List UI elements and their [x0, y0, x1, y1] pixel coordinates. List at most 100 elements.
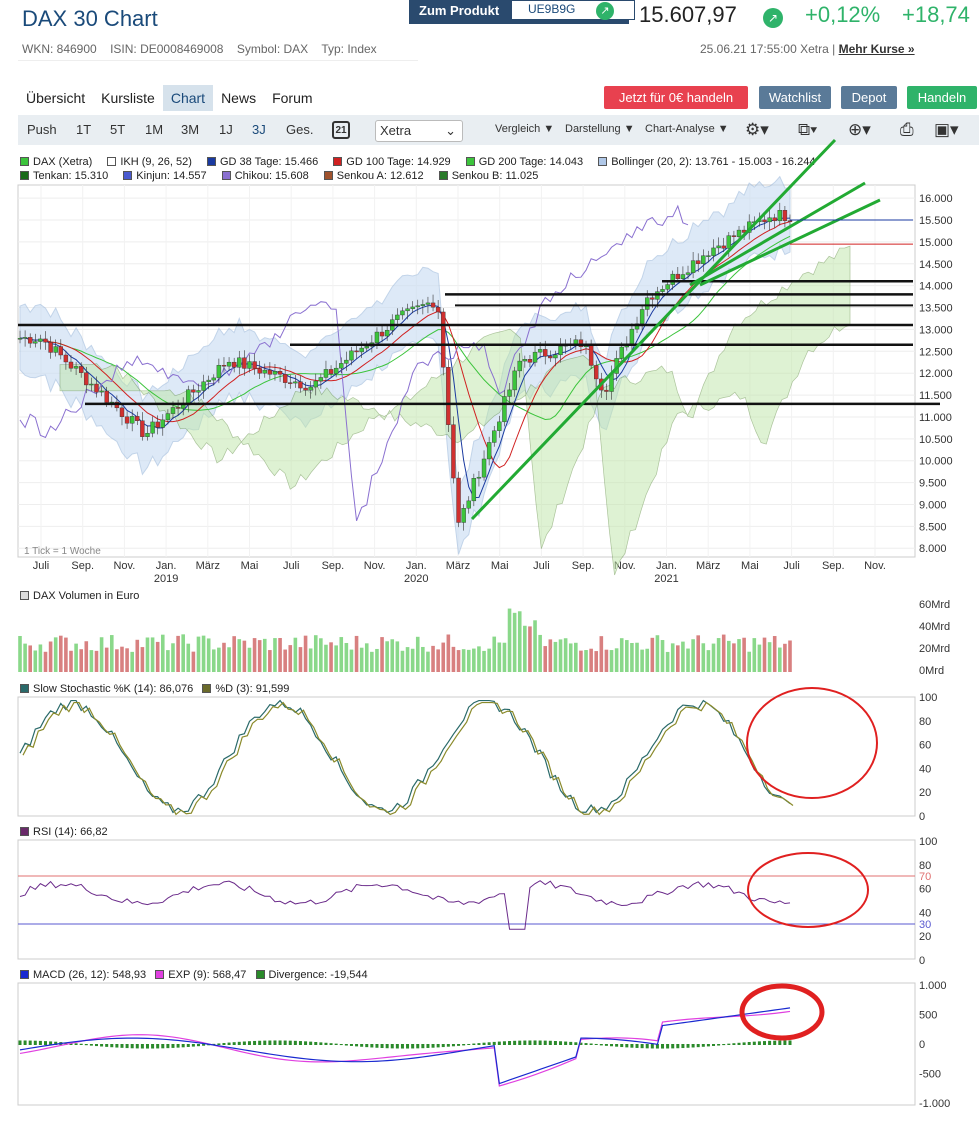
macd-divergence-bar [543, 1040, 547, 1045]
volume-bar [594, 651, 599, 672]
macd-divergence-bar [589, 1043, 593, 1045]
watchlist-button[interactable]: Watchlist [759, 86, 831, 109]
macd-divergence-bar [319, 1042, 323, 1045]
candle [277, 371, 283, 375]
candle [384, 330, 390, 337]
tab-chart[interactable]: Chart [162, 85, 214, 111]
y-tick-label: 11.000 [919, 412, 952, 424]
macd-divergence-bar [283, 1040, 287, 1045]
candle [58, 346, 63, 356]
volume-bar [150, 637, 155, 672]
legend-item: Tenkan: 15.310 [20, 170, 108, 182]
macd-divergence-bar [548, 1040, 552, 1045]
depot-button[interactable]: Depot [841, 86, 897, 109]
volume-bar [752, 638, 757, 672]
macd-divergence-bar [451, 1044, 455, 1047]
x-year-label: 2020 [404, 573, 428, 585]
tab-news[interactable]: News [221, 90, 257, 106]
chart-analyse-dropdown[interactable]: Chart-Analyse ▼ [645, 123, 729, 135]
period-3j[interactable]: 3J [252, 122, 266, 137]
zum-produkt-box[interactable]: Zum Produkt UE9B9G ↗ [409, 0, 635, 24]
arrow-up-right-icon: ↗ [763, 8, 783, 28]
candle [400, 310, 405, 316]
volume-bar [523, 625, 527, 672]
darstellung-dropdown[interactable]: Darstellung ▼ [565, 123, 635, 135]
volume-bar [18, 635, 22, 672]
candle [160, 419, 165, 428]
stoch-d-text: %D (3): 91,599 [215, 683, 290, 695]
macd-divergence-bar [416, 1044, 420, 1049]
period-1t[interactable]: 1T [76, 122, 92, 137]
period-3m[interactable]: 3M [181, 122, 200, 137]
product-code[interactable]: UE9B9G ↗ [511, 0, 635, 20]
macd-divergence-bar [334, 1043, 338, 1045]
period-1m[interactable]: 1M [145, 122, 164, 137]
volume-tick-label: 20Mrd [919, 643, 950, 655]
candle [456, 477, 461, 523]
legend-swatch [20, 827, 29, 836]
tab-forum[interactable]: Forum [272, 90, 313, 106]
chart-analyse-label[interactable]: Chart-Analyse [645, 123, 715, 135]
macd-divergence-bar [732, 1043, 736, 1045]
mehr-kurse-link[interactable]: Mehr Kurse » [838, 42, 915, 56]
gear-icon[interactable]: ⚙▾ [745, 120, 769, 139]
darstellung-label[interactable]: Darstellung [565, 123, 621, 135]
candle [395, 314, 400, 320]
volume-bar [385, 641, 389, 672]
legend-swatch [20, 684, 29, 693]
volume-bar [415, 636, 420, 672]
macd-divergence-bar [115, 1044, 119, 1048]
volume-tick-label: 60Mrd [919, 599, 950, 611]
zoom-icon[interactable]: ⊕▾ [848, 120, 871, 139]
period-5t[interactable]: 5T [110, 122, 126, 137]
volume-bar [262, 638, 267, 672]
macd-divergence-bar [273, 1040, 277, 1045]
vergleich-dropdown[interactable]: Vergleich ▼ [495, 123, 555, 135]
volume-bar [732, 643, 736, 672]
exchange-select[interactable]: Xetra ⌄ [375, 120, 463, 142]
period-ges[interactable]: Ges. [286, 122, 314, 137]
handeln-button[interactable]: Handeln [907, 86, 977, 109]
candle [303, 387, 308, 391]
candle [492, 430, 497, 443]
legend-swatch [221, 171, 231, 180]
volume-bar [405, 647, 410, 672]
zum-produkt-label[interactable]: Zum Produkt [419, 3, 500, 18]
macd-divergence-bar [691, 1044, 695, 1048]
legend-item: IKH (9, 26, 52) [107, 156, 192, 168]
volume-bar [278, 638, 282, 672]
candle [461, 508, 466, 523]
calendar-icon[interactable]: 21 [332, 121, 350, 139]
share-icon[interactable]: ⧉▾ [798, 120, 818, 139]
candle [471, 478, 477, 502]
trade-free-button[interactable]: Jetzt für 0€ handeln [604, 86, 748, 109]
period-push[interactable]: Push [27, 122, 57, 137]
macd-tick-label: 500 [919, 1010, 937, 1022]
macd-tick-label: 0 [919, 1039, 925, 1051]
product-code-text[interactable]: UE9B9G [528, 2, 576, 16]
period-1j[interactable]: 1J [219, 122, 233, 137]
candle [415, 305, 420, 308]
print-icon[interactable]: ⎙ [900, 120, 914, 139]
tab-kursliste[interactable]: Kursliste [101, 90, 155, 106]
gd38-line [19, 217, 791, 499]
macd-divergence-bar [574, 1042, 578, 1045]
macd-divergence-bar [778, 1040, 782, 1045]
tick-note: 1 Tick = 1 Woche [24, 546, 101, 557]
macd-divergence-bar [314, 1041, 318, 1045]
stoch-k-text: Slow Stochastic %K (14): 86,076 [33, 683, 194, 695]
exchange-value[interactable]: Xetra [380, 123, 412, 138]
candle [476, 476, 482, 479]
vergleich-label[interactable]: Vergleich [495, 123, 541, 135]
macd-divergence-bar [502, 1041, 506, 1045]
stoch-tick-label: 20 [919, 787, 931, 799]
macd-divergence-bar [288, 1040, 292, 1045]
save-icon[interactable]: ▣▾ [934, 120, 959, 139]
tab-uebersicht[interactable]: Übersicht [26, 90, 86, 106]
volume-bar [426, 651, 430, 672]
volume-bar [135, 639, 140, 672]
candle [119, 407, 125, 417]
legend-swatch [20, 157, 29, 166]
volume-bar [655, 635, 660, 672]
